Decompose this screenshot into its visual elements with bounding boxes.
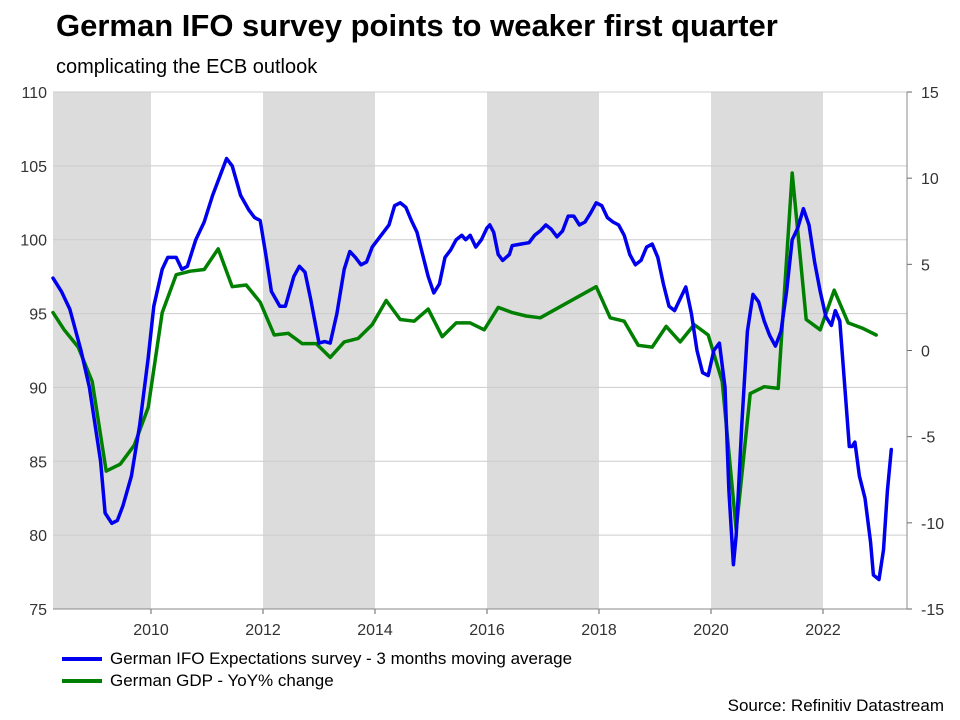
x-tick-label: 2014 bbox=[357, 622, 393, 639]
x-tick-label: 2022 bbox=[805, 622, 841, 639]
y-left-tick-label: 80 bbox=[29, 528, 47, 545]
x-tick-label: 2018 bbox=[581, 622, 617, 639]
legend-label-ifo: German IFO Expectations survey - 3 month… bbox=[110, 649, 573, 668]
legend-item-gdp: German GDP - YoY% change bbox=[62, 670, 572, 692]
y-left-tick-label: 110 bbox=[21, 85, 47, 102]
series-line-ifo bbox=[51, 156, 894, 582]
y-right-tick-label: 10 bbox=[921, 171, 939, 188]
source-note: Source: Refinitiv Datastream bbox=[727, 696, 944, 715]
x-tick-label: 2016 bbox=[469, 622, 505, 639]
x-tick-label: 2020 bbox=[693, 622, 729, 639]
y-right-tick-label: 0 bbox=[921, 344, 930, 361]
shaded-period-1 bbox=[263, 92, 375, 609]
y-right-tick-label: 15 bbox=[921, 85, 939, 102]
tick-labels: 75 80 85 90 95 100 105 110 -15 -10 -5 0 5 10 15 2010 201… bbox=[20, 85, 944, 639]
series-line-gdp bbox=[51, 171, 878, 532]
y-right-tick-label: -15 bbox=[921, 602, 944, 619]
y-left-tick-label: 90 bbox=[29, 380, 47, 397]
series-lines bbox=[51, 156, 894, 582]
y-left-tick-label: 75 bbox=[29, 602, 47, 619]
legend-label-gdp: German GDP - YoY% change bbox=[110, 671, 334, 690]
x-tick-label: 2010 bbox=[133, 622, 169, 639]
legend-swatch-ifo bbox=[62, 657, 102, 661]
y-left-tick-label: 105 bbox=[20, 159, 47, 176]
x-tick-label: 2012 bbox=[245, 622, 281, 639]
legend-swatch-gdp bbox=[62, 679, 102, 683]
chart-title: German IFO survey points to weaker first… bbox=[56, 8, 778, 43]
y-left-tick-label: 85 bbox=[29, 454, 47, 471]
chart-subtitle: complicating the ECB outlook bbox=[56, 56, 318, 78]
y-left-tick-label: 95 bbox=[29, 307, 47, 324]
legend: German IFO Expectations survey - 3 month… bbox=[62, 648, 572, 692]
shaded-periods bbox=[53, 92, 823, 609]
shaded-period-2 bbox=[487, 92, 599, 609]
y-right-tick-label: 5 bbox=[921, 257, 930, 274]
shaded-period-3 bbox=[711, 92, 823, 609]
y-right-tick-label: -5 bbox=[921, 430, 935, 447]
legend-item-ifo: German IFO Expectations survey - 3 month… bbox=[62, 648, 572, 670]
y-right-tick-label: -10 bbox=[921, 516, 944, 533]
y-left-tick-label: 100 bbox=[20, 233, 47, 250]
axes bbox=[53, 91, 912, 614]
shaded-period-0 bbox=[53, 92, 151, 609]
